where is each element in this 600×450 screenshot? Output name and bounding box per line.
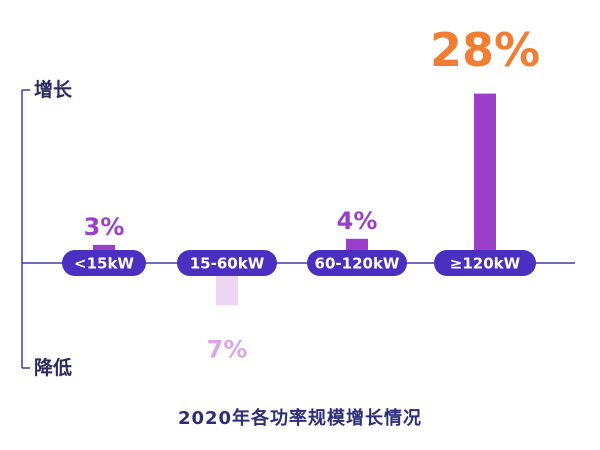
- value-label-2: 4%: [337, 207, 378, 235]
- value-label-3: 28%: [430, 23, 540, 77]
- category-pill-2: [307, 250, 407, 276]
- category-pill-1: [177, 250, 277, 276]
- axis-top-label: 增长: [34, 78, 73, 101]
- value-label-0: 3%: [84, 213, 125, 241]
- axis-bottom-label: 降低: [34, 356, 72, 379]
- category-label-0: <15kW: [74, 255, 134, 273]
- category-label-3: ≥120kW: [450, 255, 521, 273]
- category-label-2: 60-120kW: [315, 255, 400, 273]
- chart-title: 2020年各功率规模增长情况: [178, 407, 422, 429]
- value-label-1: 7%: [207, 335, 248, 363]
- category-pill-3: [434, 250, 536, 276]
- category-pill-0: [62, 250, 146, 276]
- bar-3: [474, 93, 496, 263]
- chart-marks: <15kW 3% 15-60kW 7% 60-120kW 4% ≥120kW 28%: [62, 23, 540, 363]
- category-label-1: 15-60kW: [190, 255, 265, 273]
